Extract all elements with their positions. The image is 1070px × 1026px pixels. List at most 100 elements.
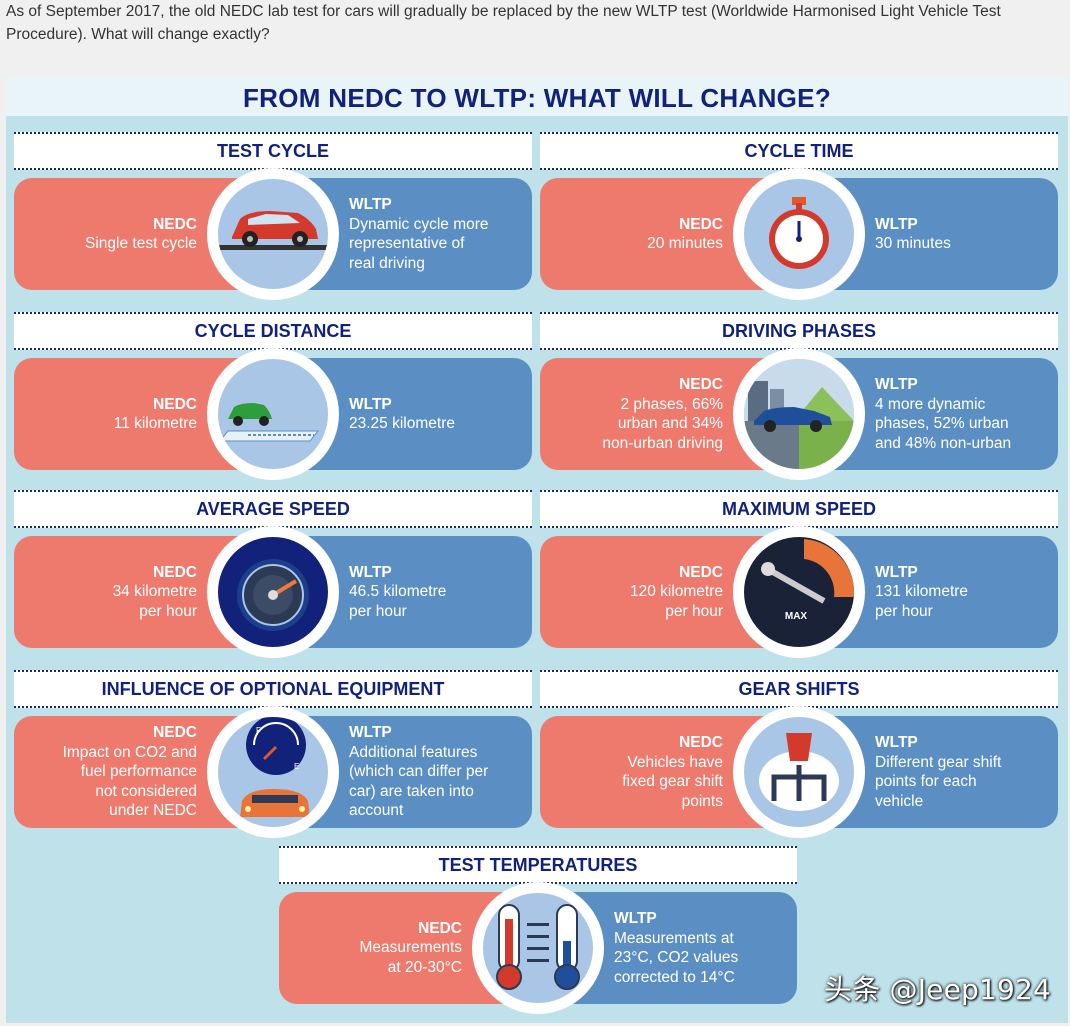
wltp-line: and 48% non-urban	[875, 434, 1012, 452]
nedc-label: NEDC	[153, 563, 197, 581]
wltp-text: WLTP 46.5 kilometre per hour	[349, 536, 529, 648]
icon-badge	[472, 882, 604, 1014]
card-test-cycle: TEST CYCLE NEDC Single test cycle WLTP D…	[14, 132, 532, 300]
nedc-line: under NEDC	[109, 802, 197, 820]
wltp-line: corrected to 14°C	[614, 968, 735, 986]
card-title: TEST TEMPERATURES	[438, 855, 638, 875]
car-road-icon	[218, 403, 320, 442]
wltp-label: WLTP	[349, 395, 392, 413]
car-on-dyno-icon	[218, 211, 328, 250]
nedc-text: NEDC 120 kilometre per hour	[630, 536, 723, 648]
card-header: AVERAGE SPEED	[14, 490, 532, 528]
wltp-line: 46.5 kilometre	[349, 583, 447, 601]
nedc-line: 120 kilometre	[629, 583, 723, 601]
nedc-line: at 20-30°C	[387, 958, 462, 976]
thermometers-icon	[496, 904, 580, 990]
nedc-line: urban and 34%	[617, 415, 723, 432]
card-header: GEAR SHIFTS	[540, 670, 1058, 708]
nedc-label: NEDC	[153, 395, 197, 413]
wltp-line: 131 kilometre	[875, 583, 969, 601]
nedc-label: NEDC	[679, 376, 723, 393]
nedc-text: NEDC 34 kilometre per hour	[113, 536, 197, 648]
nedc-line: per hour	[139, 602, 197, 620]
wltp-line: vehicle	[875, 792, 924, 810]
nedc-text: NEDC 11 kilometre	[114, 358, 197, 470]
nedc-line: Measurements	[359, 939, 462, 957]
icon-badge: MAX	[733, 526, 865, 658]
nedc-line: Vehicles have	[627, 753, 723, 771]
card-test-temperatures: TEST TEMPERATURES NEDC Measurements at 2…	[279, 846, 797, 1014]
wltp-text: WLTP Measurements at 23°C, CO2 values co…	[614, 892, 794, 1004]
gauge-full-label: F	[256, 726, 261, 735]
nedc-line: non-urban driving	[602, 434, 723, 452]
nedc-text: NEDC Measurements at 20-30°C	[359, 892, 462, 1004]
nedc-label: NEDC	[153, 724, 197, 742]
card-header: INFLUENCE OF OPTIONAL EQUIPMENT	[14, 670, 532, 708]
card-header: MAXIMUM SPEED	[540, 490, 1058, 528]
nedc-text: NEDC Impact on CO2 and fuel performance …	[63, 716, 197, 828]
wltp-text: WLTP Dynamic cycle more representative o…	[349, 178, 529, 290]
nedc-line: Single test cycle	[85, 235, 197, 252]
gear-stick-icon	[759, 733, 839, 811]
intro-text: As of September 2017, the old NEDC lab t…	[6, 3, 1001, 43]
nedc-text: NEDC 20 minutes	[647, 178, 723, 290]
nedc-line: points	[681, 792, 723, 810]
title-bar	[6, 78, 1068, 116]
card-average-speed: AVERAGE SPEED NEDC 34 kilometre per hour…	[14, 490, 532, 658]
card-title: MAXIMUM SPEED	[721, 499, 876, 519]
wltp-text: WLTP 23.25 kilometre	[349, 358, 529, 470]
card-title: CYCLE TIME	[744, 141, 854, 161]
wltp-line: car) are taken into	[349, 782, 474, 800]
wltp-line: per hour	[875, 602, 933, 620]
nedc-label: NEDC	[679, 563, 723, 581]
icon-badge	[207, 348, 339, 480]
wltp-label: WLTP	[875, 734, 918, 751]
icon-badge	[733, 706, 865, 838]
nedc-label: NEDC	[679, 734, 723, 751]
wltp-line: Measurements at	[614, 929, 734, 947]
nedc-line: 20 minutes	[647, 235, 723, 252]
nedc-label: NEDC	[679, 215, 723, 233]
card-header: CYCLE TIME	[540, 132, 1058, 170]
wltp-label: WLTP	[614, 910, 657, 927]
wltp-line: 23.25 kilometre	[349, 415, 455, 432]
icon-badge	[733, 348, 865, 480]
card-gear-shifts: GEAR SHIFTS NEDC Vehicles have fixed gea…	[540, 670, 1058, 838]
wltp-text: WLTP 4 more dynamic phases, 52% urban an…	[875, 358, 1055, 470]
wltp-label: WLTP	[875, 215, 918, 233]
nedc-text: NEDC 2 phases, 66% urban and 34% non-urb…	[602, 358, 723, 470]
wltp-line: points for each	[875, 773, 977, 790]
nedc-text: NEDC Vehicles have fixed gear shift poin…	[622, 716, 723, 828]
nedc-line: per hour	[665, 602, 723, 620]
speedometer-icon	[237, 559, 309, 631]
nedc-text: NEDC Single test cycle	[85, 178, 197, 290]
max-speed-gauge-icon: MAX	[761, 539, 854, 622]
wltp-text: WLTP 131 kilometre per hour	[875, 536, 1055, 648]
wltp-label: WLTP	[349, 196, 392, 213]
card-header: TEST TEMPERATURES	[279, 846, 797, 884]
card-maximum-speed: MAXIMUM SPEED NEDC 120 kilometre per hou…	[540, 490, 1058, 658]
wltp-line: 23°C, CO2 values	[614, 949, 739, 966]
card-title: AVERAGE SPEED	[196, 499, 350, 519]
car-landscape-icon	[744, 359, 854, 469]
wltp-line: account	[349, 802, 404, 820]
wltp-line: real driving	[349, 254, 425, 272]
wltp-line: per hour	[349, 602, 407, 620]
nedc-line: 34 kilometre	[112, 583, 197, 601]
icon-badge: F E	[207, 706, 339, 838]
icon-badge	[733, 168, 865, 300]
card-cycle-time: CYCLE TIME NEDC 20 minutes WLTP 30 minut…	[540, 132, 1058, 300]
wltp-line: Additional features	[349, 743, 478, 761]
nedc-line: 2 phases, 66%	[620, 395, 723, 413]
icon-badge	[207, 168, 339, 300]
nedc-line: fixed gear shift	[622, 773, 723, 790]
nedc-label: NEDC	[153, 215, 197, 233]
icon-badge	[207, 526, 339, 658]
wltp-line: 4 more dynamic	[875, 395, 986, 413]
card-cycle-distance: CYCLE DISTANCE NEDC 11 kilometre WLTP 23…	[14, 312, 532, 480]
gauge-empty-label: E	[294, 762, 299, 771]
watermark: 头条 @Jeep1924	[824, 973, 1052, 1006]
wltp-line: Dynamic cycle more	[349, 215, 489, 233]
card-header: DRIVING PHASES	[540, 312, 1058, 350]
wltp-line: representative of	[349, 235, 465, 252]
